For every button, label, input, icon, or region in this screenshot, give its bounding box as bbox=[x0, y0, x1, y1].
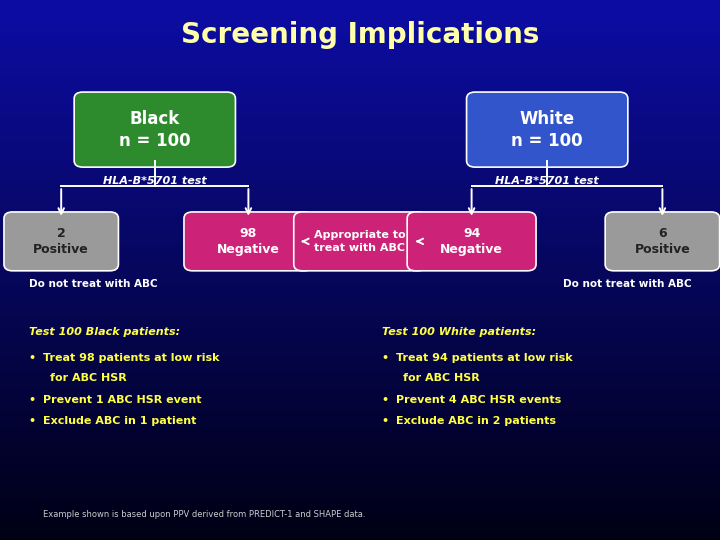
Text: HLA-B*5701 test: HLA-B*5701 test bbox=[103, 176, 207, 186]
Text: Test 100 Black patients:: Test 100 Black patients: bbox=[29, 327, 180, 337]
Text: •: • bbox=[29, 416, 36, 427]
Text: 94
Negative: 94 Negative bbox=[440, 227, 503, 256]
Text: Appropriate to
treat with ABC: Appropriate to treat with ABC bbox=[314, 230, 406, 253]
Text: White
n = 100: White n = 100 bbox=[511, 110, 583, 150]
FancyBboxPatch shape bbox=[74, 92, 235, 167]
Text: •: • bbox=[382, 416, 389, 427]
FancyBboxPatch shape bbox=[184, 212, 312, 271]
Text: •: • bbox=[382, 353, 389, 363]
Text: 2
Positive: 2 Positive bbox=[33, 227, 89, 256]
Text: •: • bbox=[29, 395, 36, 405]
Text: for ABC HSR: for ABC HSR bbox=[50, 373, 127, 383]
Text: Exclude ABC in 1 patient: Exclude ABC in 1 patient bbox=[43, 416, 197, 427]
Text: Treat 98 patients at low risk: Treat 98 patients at low risk bbox=[43, 353, 220, 363]
Text: Prevent 1 ABC HSR event: Prevent 1 ABC HSR event bbox=[43, 395, 202, 405]
Text: Example shown is based upon PPV derived from PREDICT-1 and SHAPE data.: Example shown is based upon PPV derived … bbox=[43, 510, 366, 518]
Text: Screening Implications: Screening Implications bbox=[181, 21, 539, 49]
Text: Do not treat with ABC: Do not treat with ABC bbox=[29, 279, 158, 289]
Text: Exclude ABC in 2 patients: Exclude ABC in 2 patients bbox=[396, 416, 556, 427]
Text: HLA-B*5701 test: HLA-B*5701 test bbox=[495, 176, 599, 186]
Text: 98
Negative: 98 Negative bbox=[217, 227, 280, 256]
FancyBboxPatch shape bbox=[605, 212, 720, 271]
Text: •: • bbox=[29, 353, 36, 363]
Text: Black
n = 100: Black n = 100 bbox=[119, 110, 191, 150]
Text: for ABC HSR: for ABC HSR bbox=[403, 373, 480, 383]
Text: Prevent 4 ABC HSR events: Prevent 4 ABC HSR events bbox=[396, 395, 562, 405]
Text: Treat 94 patients at low risk: Treat 94 patients at low risk bbox=[396, 353, 572, 363]
Text: •: • bbox=[382, 395, 389, 405]
Text: Do not treat with ABC: Do not treat with ABC bbox=[562, 279, 691, 289]
FancyBboxPatch shape bbox=[294, 212, 426, 271]
FancyBboxPatch shape bbox=[4, 212, 119, 271]
Text: Test 100 White patients:: Test 100 White patients: bbox=[382, 327, 536, 337]
FancyBboxPatch shape bbox=[467, 92, 628, 167]
FancyBboxPatch shape bbox=[408, 212, 536, 271]
Text: 6
Positive: 6 Positive bbox=[634, 227, 690, 256]
